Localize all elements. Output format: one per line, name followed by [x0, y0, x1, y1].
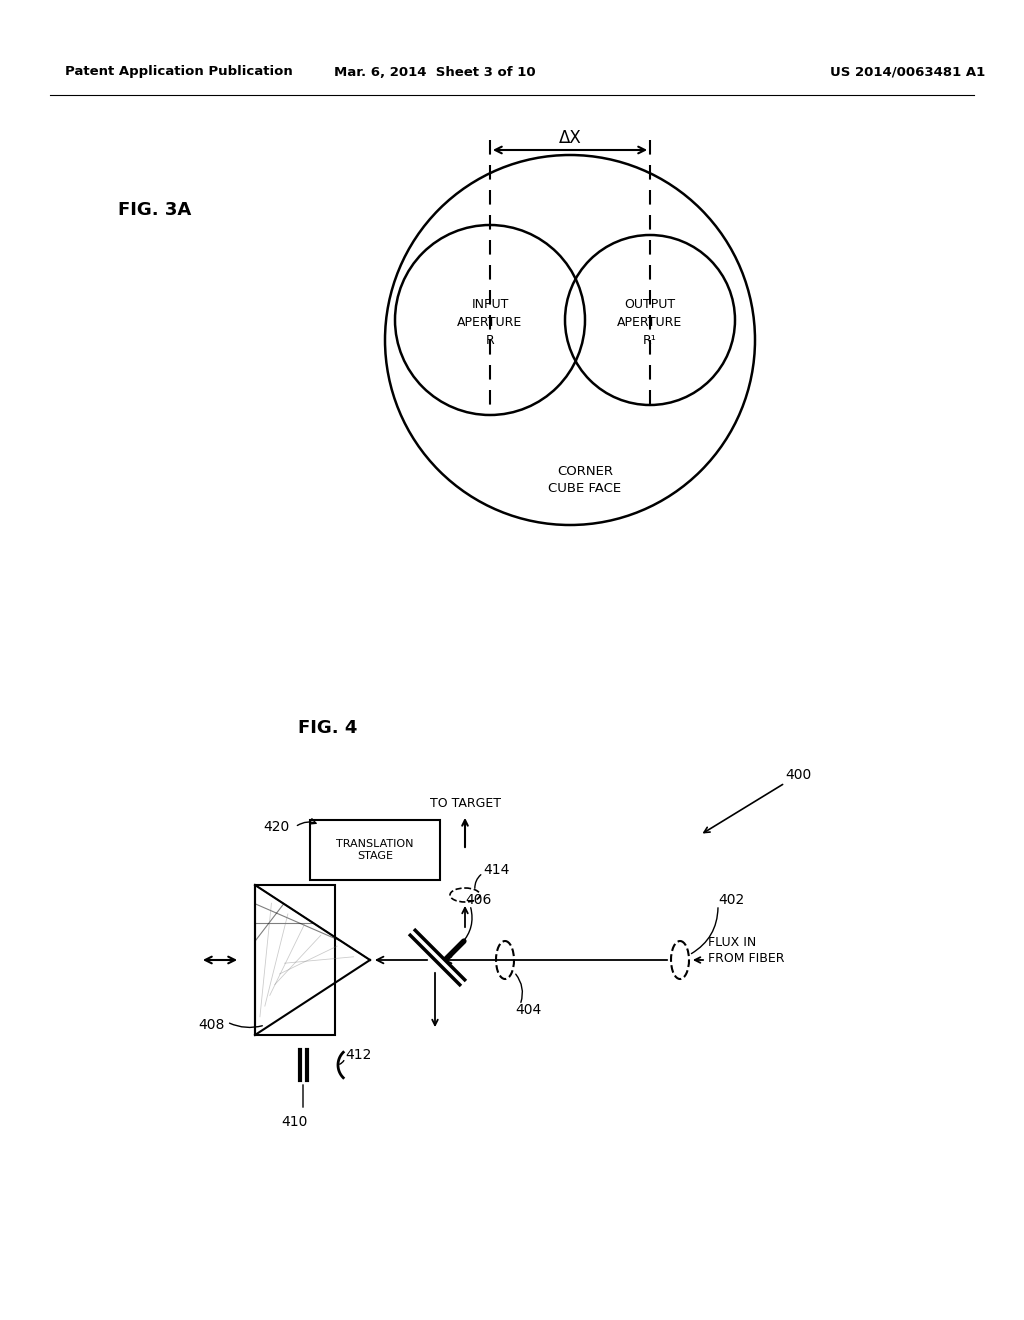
Text: 420: 420: [264, 820, 290, 834]
Text: US 2014/0063481 A1: US 2014/0063481 A1: [830, 66, 985, 78]
Text: OUTPUT
APERTURE
R¹: OUTPUT APERTURE R¹: [617, 297, 683, 346]
Bar: [255, 884, 335, 1035]
Text: 404: 404: [515, 1003, 542, 1016]
Text: TO TARGET: TO TARGET: [429, 797, 501, 810]
Text: TRANSLATION
STAGE: TRANSLATION STAGE: [336, 838, 414, 861]
Text: Mar. 6, 2014  Sheet 3 of 10: Mar. 6, 2014 Sheet 3 of 10: [334, 66, 536, 78]
Text: CORNER
CUBE FACE: CORNER CUBE FACE: [549, 465, 622, 495]
Text: 402: 402: [718, 894, 744, 907]
Text: FLUX IN
FROM FIBER: FLUX IN FROM FIBER: [708, 936, 784, 965]
Text: Patent Application Publication: Patent Application Publication: [65, 66, 293, 78]
Text: INPUT
APERTURE
R: INPUT APERTURE R: [458, 297, 522, 346]
Bar: [310, 820, 440, 880]
Text: 414: 414: [483, 863, 509, 876]
Text: FIG. 3A: FIG. 3A: [118, 201, 191, 219]
Text: 412: 412: [345, 1048, 372, 1063]
Text: FIG. 4: FIG. 4: [298, 719, 357, 737]
Text: 408: 408: [199, 1018, 225, 1032]
Text: 400: 400: [785, 768, 811, 781]
Text: 406: 406: [465, 894, 492, 907]
Text: 410: 410: [282, 1115, 308, 1129]
Text: ΔX: ΔX: [559, 129, 582, 147]
